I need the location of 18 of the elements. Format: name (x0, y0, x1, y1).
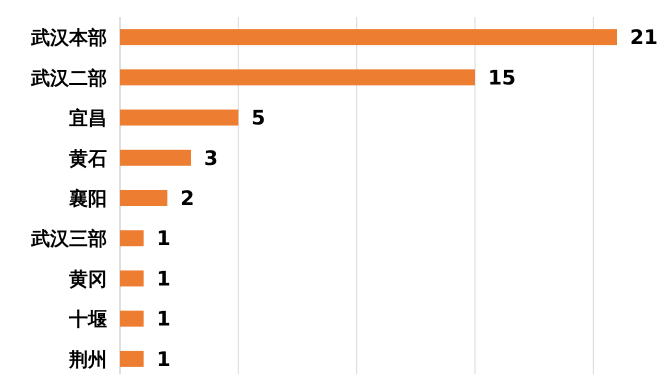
data-label: 1 (156, 226, 171, 250)
y-tick-label: 荆州 (68, 348, 107, 371)
data-label: 5 (251, 106, 266, 130)
data-label: 1 (156, 306, 171, 331)
y-tick-label: 黄冈 (68, 268, 107, 290)
y-tick-label: 宜昌 (69, 108, 107, 130)
y-tick-label: 十堰 (68, 308, 107, 331)
y-tick-label: 武汉二部 (30, 67, 107, 90)
data-label: 3 (204, 146, 218, 170)
data-label: 2 (180, 186, 194, 210)
y-tick-label: 襄阳 (69, 188, 107, 210)
data-label: 15 (488, 65, 516, 90)
y-tick-label: 武汉本部 (30, 27, 107, 50)
y-tick-label: 黄石 (68, 148, 107, 170)
data-label: 21 (630, 25, 658, 50)
y-tick-label: 武汉三部 (30, 228, 107, 250)
data-label: 1 (156, 266, 171, 290)
data-label: 1 (156, 346, 171, 371)
